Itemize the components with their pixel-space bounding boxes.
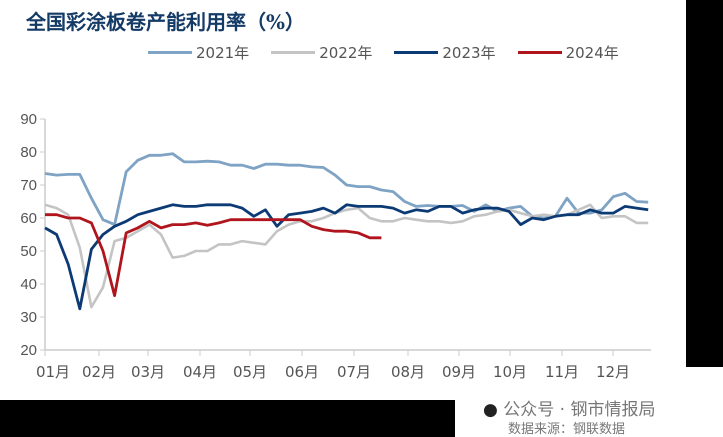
y-tick-label: 90 <box>20 111 37 128</box>
y-tick-label: 20 <box>20 342 37 359</box>
mask-block-right <box>686 0 723 367</box>
series-line-2022 <box>44 203 649 309</box>
legend: 2021年 2022年 2023年 2024年 <box>148 42 619 63</box>
legend-label: 2022年 <box>319 44 373 62</box>
x-tick-label: 07月 <box>337 363 371 381</box>
chart-title: 全国彩涂板卷产能利用率（%） <box>26 10 306 34</box>
legend-item: 2024年 <box>517 42 619 63</box>
watermark-text: 公众号 · 钢市情报局 <box>503 400 656 420</box>
y-tick-label: 40 <box>20 276 37 293</box>
legend-item: 2023年 <box>394 42 496 63</box>
x-tick-label: 11月 <box>545 363 579 381</box>
x-tick-label: 05月 <box>233 363 267 381</box>
y-tick-label: 60 <box>20 210 37 227</box>
x-tick-label: 03月 <box>131 363 165 381</box>
series-line-2021 <box>44 152 649 227</box>
y-tick-label: 80 <box>20 144 37 161</box>
legend-swatch <box>394 51 439 54</box>
x-tick-label: 06月 <box>285 363 319 381</box>
x-tick-label: 02月 <box>82 363 116 381</box>
series-line-2023 <box>44 203 649 311</box>
watermark-source: 数据来源：钢联数据 <box>508 422 626 437</box>
mask-block-bottom <box>0 400 455 437</box>
x-tick-label: 09月 <box>442 363 476 381</box>
x-tick-label: 01月 <box>36 363 70 381</box>
legend-label: 2023年 <box>442 44 496 62</box>
legend-swatch <box>517 51 562 54</box>
legend-item: 2021年 <box>148 42 249 63</box>
y-tick-label: 30 <box>20 309 37 326</box>
x-tick-label: 12月 <box>596 363 630 381</box>
x-tick-label: 08月 <box>391 363 425 381</box>
legend-label: 2024年 <box>565 44 619 62</box>
x-tick-label: 04月 <box>183 363 217 381</box>
series-line-2024 <box>45 213 382 298</box>
x-tick-label: 10月 <box>493 363 527 381</box>
legend-label: 2021年 <box>196 44 250 62</box>
legend-swatch <box>148 51 192 54</box>
wechat-icon: ● <box>483 400 498 420</box>
legend-swatch <box>271 51 316 54</box>
legend-item: 2022年 <box>271 42 372 63</box>
y-tick-label: 50 <box>20 243 37 260</box>
y-tick-label: 70 <box>20 177 37 194</box>
watermark-account: ● 公众号 · 钢市情报局 <box>483 395 655 420</box>
